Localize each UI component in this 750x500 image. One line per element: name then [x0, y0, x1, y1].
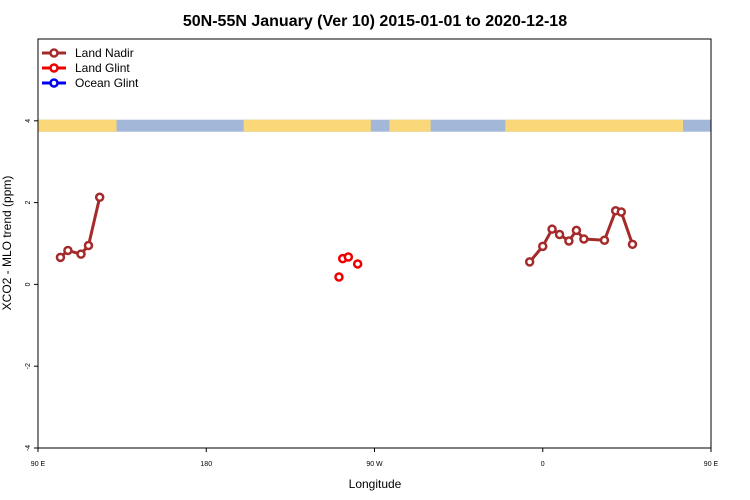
land-nadir-point-1-9 [616, 207, 627, 217]
land-nadir-line-2 [733, 197, 750, 257]
land-segment-2 [389, 119, 431, 132]
y-tick-label-2: 0 [25, 282, 32, 286]
land-nadir-point-0-0 [55, 252, 66, 263]
land-nadir-point-0-2 [76, 249, 86, 259]
land-segment-0 [38, 119, 117, 132]
x-tick-label-0: 90 E [31, 461, 46, 468]
land-nadir-point-0-3 [83, 240, 94, 251]
land-nadir-point-2-1 [737, 247, 744, 254]
legend-label-ocean-glint: Ocean Glint [75, 76, 139, 90]
legend-label-land-nadir: Land Nadir [75, 46, 134, 60]
axes: -4 -2 0 2 4 90 E 180 90 W 0 90 E [25, 119, 719, 468]
land-nadir-point-1-10 [627, 239, 638, 250]
x-tick-label-3: 0 [541, 461, 545, 468]
y-tick-label-3: 2 [25, 201, 32, 205]
land-nadir-point-1-2 [547, 224, 557, 234]
land-nadir-point-2-0 [730, 254, 737, 261]
data-series [55, 192, 750, 282]
legend-label-land-glint: Land Glint [75, 61, 130, 75]
legend-marker-land-nadir [49, 48, 59, 58]
land-nadir-point-1-0 [524, 257, 535, 267]
land-nadir-point-1-5 [571, 225, 582, 236]
x-tick-label-4: 90 E [704, 461, 719, 468]
y-tick-label-0: -4 [25, 445, 32, 451]
plot-frame [37, 38, 712, 449]
land-ocean-band [38, 119, 711, 132]
land-nadir-point-1-7 [599, 235, 610, 245]
land-glint-point-1-0 [334, 272, 344, 282]
x-tick-label-1: 180 [200, 461, 212, 468]
land-segment-3 [505, 119, 683, 132]
legend-marker-land-glint [49, 63, 59, 73]
chart-title: 50N-55N January (Ver 10) 2015-01-01 to 2… [183, 13, 567, 30]
y-axis-label: XCO2 - MLO trend (ppm) [0, 176, 14, 311]
legend-marker-ocean-glint [49, 78, 59, 88]
land-nadir-point-0-4 [94, 192, 105, 203]
land-glint-point-0-1 [343, 252, 354, 262]
land-nadir-point-0-1 [63, 245, 73, 256]
land-nadir-point-1-6 [579, 234, 589, 244]
land-nadir-point-1-4 [564, 236, 574, 246]
y-tick-label-1: -2 [25, 363, 32, 369]
x-axis-label: Longitude [349, 477, 402, 491]
land-nadir-point-1-3 [554, 229, 565, 240]
land-segment-1 [243, 119, 371, 132]
x-tick-label-2: 90 W [366, 461, 383, 468]
y-tick-label-4: 4 [25, 119, 32, 123]
land-glint-point-2-0 [352, 259, 363, 269]
land-nadir-point-1-1 [538, 241, 548, 252]
